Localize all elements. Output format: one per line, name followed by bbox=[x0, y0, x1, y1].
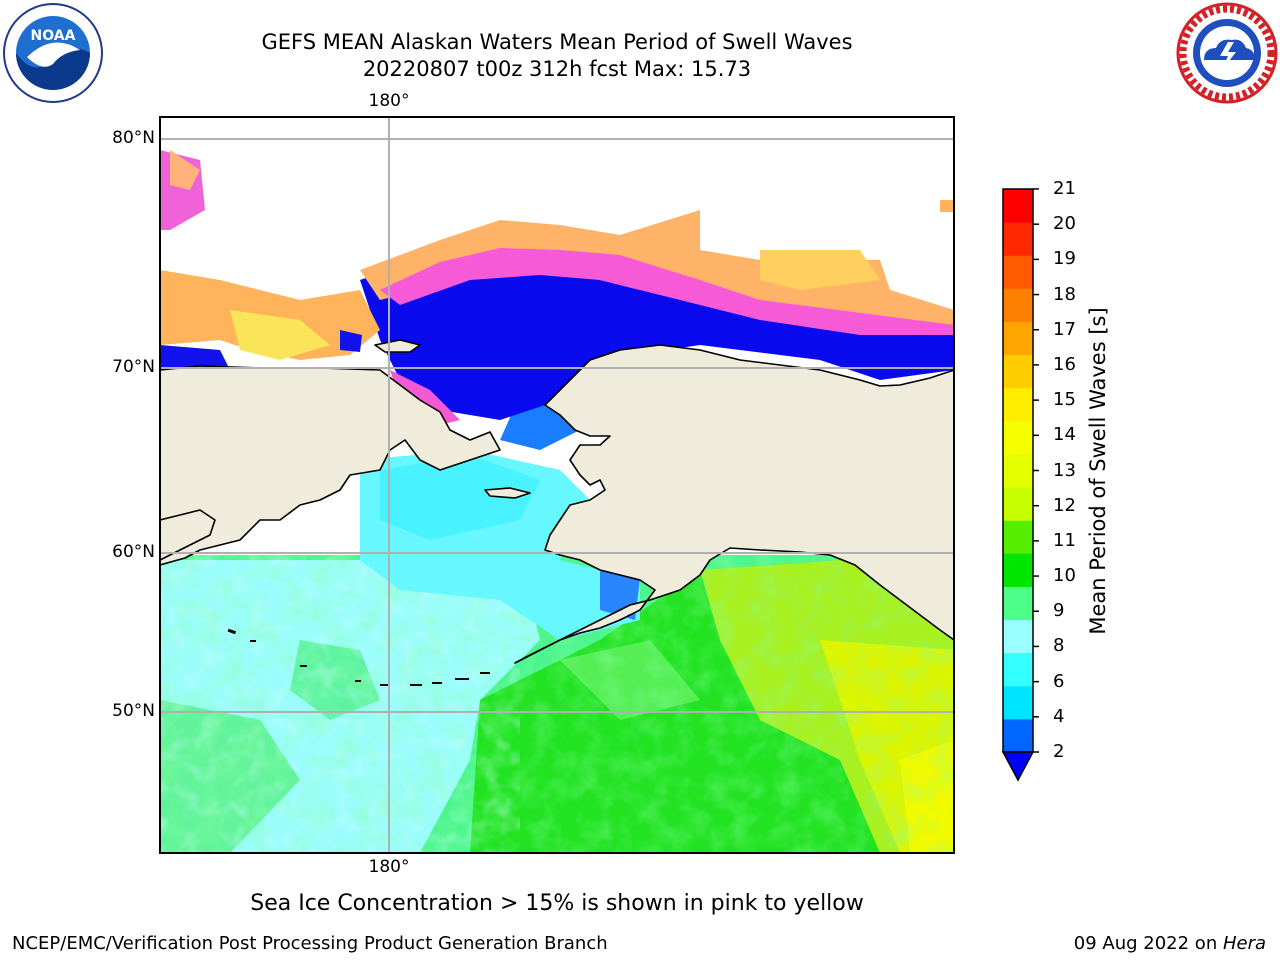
noaa-logo-icon: NOAA bbox=[3, 3, 103, 103]
colorbar-tick-label: 10 bbox=[1053, 565, 1076, 587]
colorbar-tick-label: 19 bbox=[1053, 248, 1076, 270]
colorbar-segment bbox=[1003, 520, 1033, 554]
producer-credit: NCEP/EMC/Verification Post Processing Pr… bbox=[12, 933, 608, 954]
colorbar-segment bbox=[1003, 685, 1033, 720]
colorbar-segment bbox=[1003, 222, 1033, 256]
land-siberia bbox=[160, 365, 501, 566]
map-frame bbox=[159, 116, 955, 854]
colorbar-tick-label: 21 bbox=[1053, 178, 1076, 199]
colorbar-tick-label: 18 bbox=[1053, 283, 1076, 305]
colorbar-tick-label: 14 bbox=[1053, 424, 1076, 446]
colorbar-tick-label: 8 bbox=[1053, 635, 1065, 657]
run-date-credit: 09 Aug 2022 on Hera bbox=[1074, 933, 1266, 955]
colorbar-segment bbox=[1003, 652, 1033, 687]
colorbar-segment bbox=[1003, 255, 1033, 289]
colorbar-tick-label: 2 bbox=[1053, 741, 1065, 762]
lat-label-70n: 70°N bbox=[112, 357, 155, 377]
colorbar-segment bbox=[1003, 189, 1033, 223]
colorbar-segment bbox=[1003, 718, 1033, 753]
colorbar-segment bbox=[1003, 553, 1033, 587]
lon-label-top: 180° bbox=[368, 91, 410, 111]
chart-title-line1: GEFS MEAN Alaskan Waters Mean Period of … bbox=[261, 30, 853, 54]
land bbox=[160, 339, 954, 664]
lon-label-bottom: 180° bbox=[368, 857, 410, 877]
run-date: 09 Aug 2022 on bbox=[1073, 933, 1223, 954]
colorbar-ticks bbox=[1033, 188, 1039, 753]
colorbar-segment bbox=[1003, 586, 1033, 621]
colorbar-segment bbox=[1003, 453, 1033, 488]
noaa-logo-text: NOAA bbox=[31, 28, 76, 44]
colorbar-tick-label: 16 bbox=[1053, 353, 1076, 375]
colorbar-tick-label: 17 bbox=[1053, 318, 1076, 340]
colorbar-segment bbox=[1003, 354, 1033, 389]
lat-label-80n: 80°N bbox=[112, 128, 155, 148]
colorbar-segment bbox=[1003, 387, 1033, 422]
sea-ice-footnote: Sea Ice Concentration > 15% is shown in … bbox=[250, 891, 864, 916]
lat-label-60n: 60°N bbox=[112, 542, 155, 562]
colorbar-tick-label: 13 bbox=[1053, 459, 1076, 481]
land-kamchatka bbox=[160, 509, 216, 561]
colorbar-tick-label: 4 bbox=[1053, 705, 1065, 727]
national-weather-service-logo-icon bbox=[1176, 2, 1278, 104]
colorbar-tick-label: 11 bbox=[1053, 529, 1076, 551]
colorbar-segment bbox=[1003, 288, 1033, 322]
aleutian-islands bbox=[227, 628, 490, 686]
lat-label-50n: 50°N bbox=[112, 701, 155, 721]
colorbar-segment bbox=[1003, 487, 1033, 521]
colorbar-tick-label: 9 bbox=[1053, 600, 1065, 622]
colorbar-title: Mean Period of Swell Waves [s] bbox=[1086, 307, 1110, 635]
map-gridlines bbox=[160, 117, 954, 853]
colorbar-segment bbox=[1003, 619, 1033, 654]
colorbar-tick-label: 12 bbox=[1053, 494, 1076, 516]
colorbar-under-extension bbox=[1001, 751, 1035, 782]
colorbar-segment bbox=[1003, 321, 1033, 356]
chart-title-line2: 20220807 t00z 312h fcst Max: 15.73 bbox=[362, 57, 752, 81]
colorbar-tick-label: 15 bbox=[1053, 389, 1076, 411]
colorbar-segment bbox=[1003, 420, 1033, 455]
colorbar-tick-label: 6 bbox=[1053, 670, 1065, 692]
land-st-lawrence-island bbox=[484, 487, 531, 499]
swell-field-arctic-blue bbox=[360, 235, 954, 420]
colorbar-segments bbox=[1003, 189, 1033, 753]
colorbar-tick-label: 20 bbox=[1053, 213, 1076, 235]
machine-name: Hera bbox=[1222, 933, 1266, 954]
map-field bbox=[160, 117, 954, 853]
